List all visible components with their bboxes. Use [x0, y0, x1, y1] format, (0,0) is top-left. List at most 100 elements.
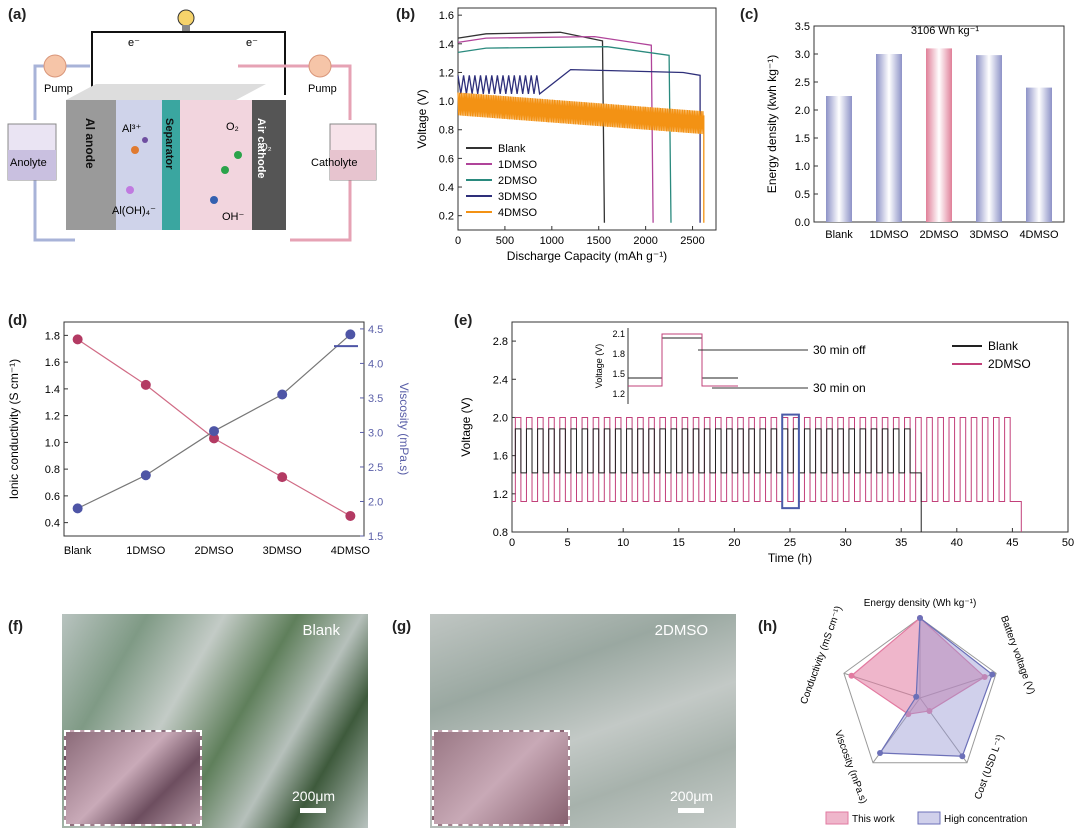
- battery-schematic: e⁻ e⁻ Pump Pump Anolyte Catholyte Al ano…: [7, 9, 377, 242]
- y-tick-label: 2.5: [795, 77, 810, 89]
- zoom-box: [781, 413, 800, 510]
- micrograph-blank-inset: [64, 730, 202, 826]
- oh-label: OH⁻: [222, 211, 245, 223]
- x-tick-label: 30: [839, 537, 851, 549]
- inset-y-label: Voltage (V): [594, 344, 604, 389]
- y-tick-label: 1.0: [45, 437, 60, 449]
- y-tick-label: 1.0: [795, 161, 810, 173]
- y2-axis-label: Viscosity (mPa.s): [397, 383, 411, 475]
- y-tick-label: 1.2: [439, 67, 454, 79]
- legend-label-0: This work: [852, 814, 896, 825]
- x-tick-label: 0: [455, 235, 461, 247]
- x-tick-label: 500: [496, 235, 514, 247]
- radar-axis-label: Battery voltage (V): [998, 614, 1037, 696]
- x-tick-label: 4DMSO: [331, 545, 371, 557]
- y2-tick-label: 3.0: [368, 427, 383, 439]
- x-tick-label: 2000: [633, 235, 657, 247]
- x-tick-label: 3DMSO: [969, 229, 1009, 241]
- legend-label-4DMSO: 4DMSO: [498, 207, 538, 219]
- catholyte-label: Catholyte: [311, 157, 357, 169]
- series-2dmso: [512, 416, 1022, 532]
- y-tick-label: 1.4: [45, 384, 60, 396]
- conductivity-point: [209, 433, 219, 444]
- legend-label-blank: Blank: [988, 339, 1019, 353]
- x-tick-label: 4DMSO: [1019, 229, 1059, 241]
- separator-label: Separator: [163, 118, 175, 170]
- inset-tick-label: 1.2: [612, 389, 625, 399]
- micrograph-2dmso: 2DMSO 200μm: [430, 614, 736, 828]
- y-tick-label: 1.2: [45, 411, 60, 423]
- pump-left-icon: [43, 54, 67, 78]
- radar-point: [905, 711, 912, 718]
- panel-label-e: (e): [454, 312, 473, 329]
- series-line-1DMSO: [457, 35, 654, 223]
- micrograph-blank: Blank 200μm: [62, 614, 368, 828]
- panel-label-h: (h): [758, 618, 778, 635]
- viscosity-point: [140, 470, 151, 481]
- y-tick-label: 1.4: [439, 39, 454, 51]
- x-tick-label: 20: [728, 537, 740, 549]
- micrograph-2dmso-label: 2DMSO: [654, 622, 708, 639]
- inset-tick-label: 2.1: [612, 329, 625, 339]
- discharge-curve-chart: 0 500 1000 1500 2000 2500 0.2 0.4 0.6 0.8 1.0 1.2 1.…: [415, 7, 717, 263]
- x-tick-label: Blank: [64, 545, 92, 557]
- y2-tick-label: 4.0: [368, 358, 383, 370]
- radar-axis-label: Viscosity (mPa.s): [832, 729, 869, 805]
- annotation-3106: 3106 Wh kg⁻¹: [911, 25, 980, 37]
- scale-bar-label-f: 200μm: [292, 788, 336, 804]
- y-tick-label: 1.0: [439, 96, 454, 108]
- panel-label-d: (d): [8, 312, 28, 329]
- x-tick-label: 1DMSO: [126, 545, 166, 557]
- y-tick-label: 0.8: [439, 125, 454, 137]
- y-tick-label: 0.5: [795, 189, 810, 201]
- lightbulb-icon: [177, 9, 195, 31]
- x-tick-label: 15: [673, 537, 685, 549]
- on-label: 30 min on: [813, 381, 866, 395]
- y-tick-label: 0.6: [439, 153, 454, 165]
- series-line-Blank: [457, 31, 606, 223]
- scale-bar-g: [678, 808, 704, 813]
- y-tick-label: 0.0: [795, 217, 810, 229]
- radar-point: [981, 673, 988, 680]
- plot-frame: [63, 321, 365, 537]
- radar-point: [877, 750, 884, 757]
- micrograph-blank-label: Blank: [302, 622, 340, 639]
- legend-swatch-0: [825, 811, 849, 825]
- inset-2dmso: [628, 333, 738, 387]
- electron-label-right: e⁻: [246, 37, 258, 49]
- al-anode: [66, 100, 116, 230]
- y-axis-label: Ionic conductivity (S cm⁻¹): [7, 359, 21, 499]
- y-axis-label: Voltage (V): [459, 397, 473, 456]
- y-tick-label: 2.0: [795, 105, 810, 117]
- viscosity-point: [72, 503, 83, 514]
- y-axis-label: Energy density (kwh kg⁻¹): [765, 55, 779, 193]
- viscosity-point: [345, 329, 356, 340]
- viscosity-point: [209, 426, 219, 437]
- anolyte-label: Anolyte: [10, 157, 47, 169]
- conductivity-viscosity-chart: 0.4 0.6 0.8 1.0 1.2 1.4 1.6 1.8 1.5 2.0 2.5 3.0 3.5 4…: [7, 321, 411, 557]
- radar-chart: Energy density (Wh kg⁻¹) Battery voltage …: [799, 598, 1037, 825]
- x-tick-label: 40: [951, 537, 963, 549]
- x-tick-label: 5: [565, 537, 571, 549]
- radar-point: [848, 672, 855, 679]
- aloh4-label: Al(OH)₄⁻: [112, 205, 156, 217]
- cycling-chart: 0 5 10 15 20 25 30 35 40 45 50 0.8 1.2 1.6 2.0 2.4 2.8 Ti…: [459, 321, 1074, 565]
- y-tick-label: 0.6: [45, 491, 60, 503]
- conductivity-point: [140, 379, 151, 390]
- bar-4DMSO: [1026, 87, 1052, 222]
- y-tick-label: 2.0: [493, 412, 508, 424]
- radar-frame: [843, 617, 997, 764]
- x-tick-label: 35: [895, 537, 907, 549]
- y-tick-label: 0.8: [493, 527, 508, 539]
- bar-Blank: [826, 96, 852, 222]
- x-tick-label: 2DMSO: [194, 545, 234, 557]
- conductivity-point: [345, 510, 356, 521]
- y-tick-label: 0.4: [439, 182, 454, 194]
- pump-left-label: Pump: [44, 83, 73, 95]
- x-tick-label: 45: [1006, 537, 1018, 549]
- bar-1DMSO: [876, 54, 902, 222]
- scale-bar-f: [300, 808, 326, 813]
- x-tick-label: 1500: [586, 235, 610, 247]
- y-tick-label: 1.5: [795, 133, 810, 145]
- y-tick-label: 3.0: [795, 49, 810, 61]
